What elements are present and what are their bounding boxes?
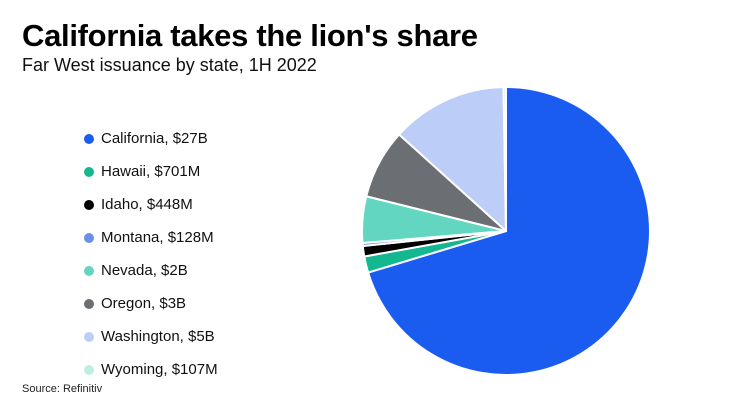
pie-slice-california — [367, 86, 651, 376]
legend-swatch — [84, 265, 94, 276]
legend-swatch — [84, 133, 94, 144]
legend-swatch — [84, 331, 94, 342]
legend-label: California, $27B — [101, 130, 208, 147]
legend-item-wyoming: Wyoming, $107M — [84, 353, 218, 386]
source-note: Source: Refinitiv — [22, 383, 103, 395]
legend-label: Idaho, $448M — [101, 196, 193, 213]
legend-label: Montana, $128M — [101, 229, 214, 246]
legend-item-california: California, $27B — [84, 122, 218, 155]
legend-item-oregon: Oregon, $3B — [84, 287, 218, 320]
legend-item-idaho: Idaho, $448M — [84, 188, 218, 221]
pie-slice-wyoming — [502, 85, 507, 232]
pie-slice-washington — [398, 86, 507, 232]
legend-label: Wyoming, $107M — [101, 361, 218, 378]
legend-swatch — [84, 166, 94, 177]
legend-swatch — [84, 364, 94, 375]
chart-title: California takes the lion's share — [22, 18, 478, 53]
legend-item-montana: Montana, $128M — [84, 221, 218, 254]
legend-label: Washington, $5B — [101, 328, 215, 345]
legend-swatch — [84, 232, 94, 243]
legend-item-washington: Washington, $5B — [84, 320, 218, 353]
legend-swatch — [84, 298, 94, 309]
legend-item-nevada: Nevada, $2B — [84, 254, 218, 287]
pie-chart — [361, 85, 651, 376]
legend-swatch — [84, 199, 94, 210]
legend-label: Nevada, $2B — [101, 262, 188, 279]
chart-subtitle: Far West issuance by state, 1H 2022 — [22, 55, 317, 75]
legend-label: Hawaii, $701M — [101, 163, 201, 180]
legend-label: Oregon, $3B — [101, 295, 187, 312]
legend: California, $27B Hawaii, $701M Idaho, $4… — [84, 122, 218, 386]
legend-item-hawaii: Hawaii, $701M — [84, 155, 218, 188]
